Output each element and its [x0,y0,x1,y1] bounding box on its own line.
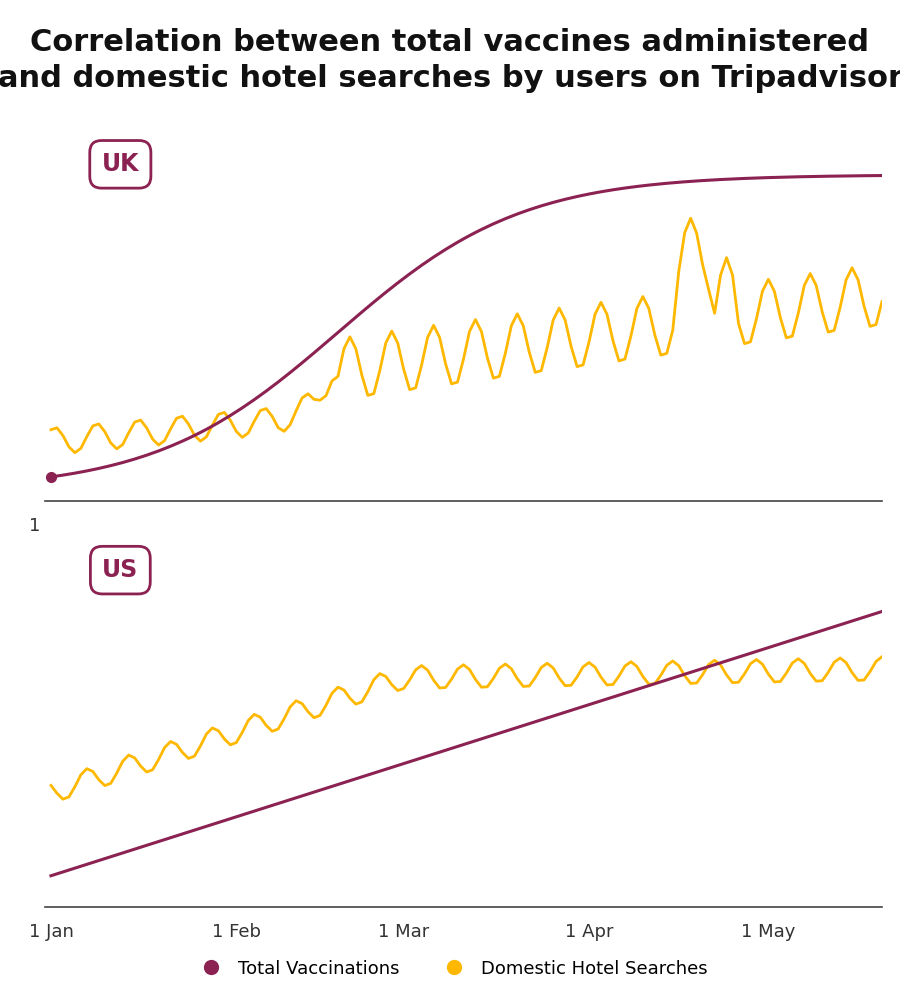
Text: Correlation between total vaccines administered
and domestic hotel searches by u: Correlation between total vaccines admin… [0,28,900,93]
Text: UK: UK [102,152,140,176]
Text: US: US [103,558,139,582]
Legend: Total Vaccinations, Domestic Hotel Searches: Total Vaccinations, Domestic Hotel Searc… [185,953,715,985]
